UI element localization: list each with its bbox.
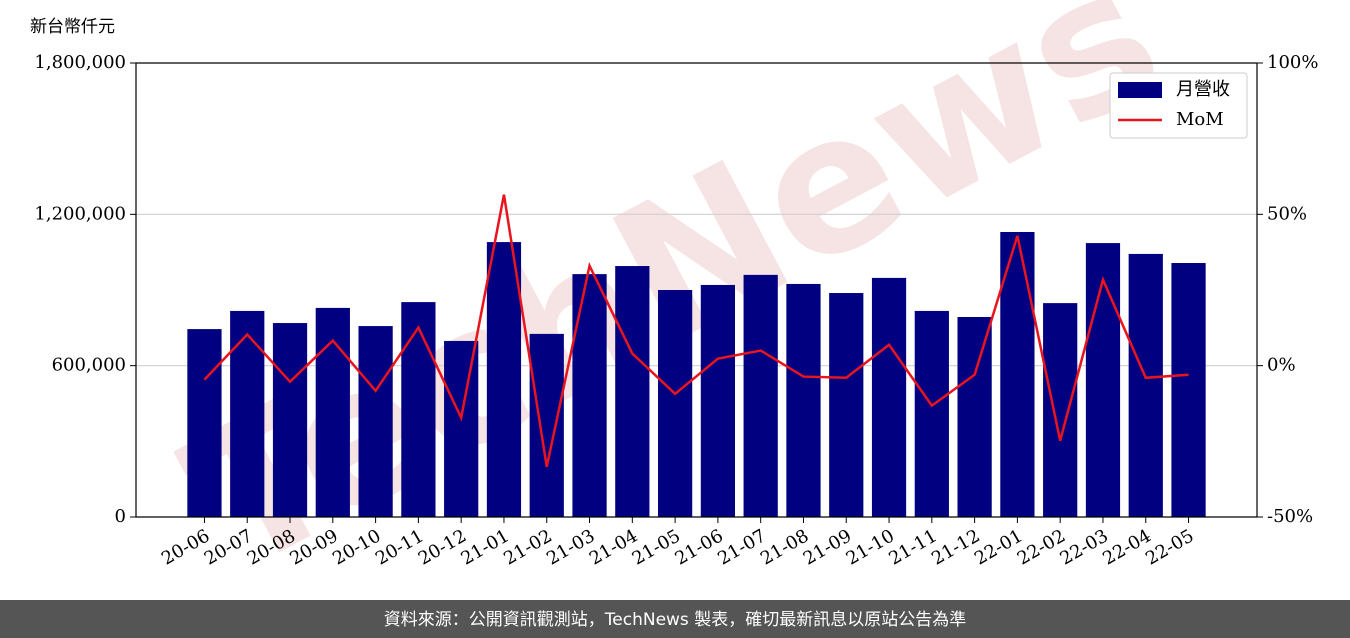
y-axis-label: 新台幣仟元: [30, 17, 115, 37]
bar: [829, 293, 864, 517]
x-tick-label: 21-04: [586, 525, 641, 569]
bar: [1085, 243, 1121, 517]
bar: [914, 310, 949, 517]
bar: [1128, 253, 1163, 517]
bar: [1171, 263, 1206, 517]
legend-swatch: [1118, 82, 1162, 98]
x-tick-label: 22-05: [1142, 525, 1197, 569]
x-tick-label: 22-01: [971, 525, 1026, 569]
x-tick-label: 22-02: [1014, 525, 1069, 569]
y2-tick-label: 0%: [1267, 355, 1296, 376]
x-tick-label: 21-03: [543, 525, 598, 569]
y-tick-label: 1,200,000: [34, 203, 126, 224]
y2-tick-label: 100%: [1267, 52, 1318, 73]
x-tick-label: 21-10: [843, 525, 898, 569]
x-tick-label: 21-08: [757, 525, 812, 569]
bar: [272, 323, 308, 517]
bar: [529, 333, 564, 517]
x-tick-label: 21-02: [500, 525, 555, 569]
x-tick-label: 21-06: [671, 525, 726, 569]
x-tick-label: 21-05: [629, 525, 684, 569]
bar: [871, 277, 907, 517]
bar: [315, 307, 350, 517]
x-tick-label: 21-09: [800, 525, 855, 569]
bar: [700, 284, 736, 517]
y-tick-label: 1,800,000: [34, 52, 126, 73]
bar: [444, 340, 479, 517]
y2-tick-label: -50%: [1267, 506, 1313, 527]
bar: [401, 302, 436, 517]
bar: [615, 266, 650, 517]
y-tick-label: 0: [115, 506, 126, 527]
x-tick-label: 20-12: [415, 525, 470, 569]
legend-label: MoM: [1176, 109, 1224, 130]
bar: [358, 326, 393, 517]
x-tick-label: 20-06: [158, 525, 213, 569]
x-tick-label: 22-03: [1057, 525, 1112, 569]
footer-text: 資料來源：公開資訊觀測站，TechNews 製表，確切最新訊息以原站公告為準: [384, 610, 966, 630]
bar: [657, 290, 693, 517]
y2-tick-label: 50%: [1267, 203, 1307, 224]
bar: [957, 316, 992, 517]
bar: [743, 274, 778, 517]
x-tick-label: 21-07: [714, 525, 769, 569]
bar: [1000, 231, 1035, 517]
x-tick-label: 21-12: [928, 525, 983, 569]
x-tick-label: 22-04: [1099, 525, 1154, 569]
bar: [187, 329, 222, 517]
x-tick-label: 21-11: [885, 525, 940, 569]
footer-bar: [0, 600, 1350, 638]
bar: [1043, 303, 1078, 517]
mom-line: [203, 194, 1189, 468]
legend-label: 月營收: [1176, 79, 1230, 100]
y-tick-label: 600,000: [52, 355, 126, 376]
bar: [572, 274, 607, 517]
plot-frame: [135, 62, 1258, 518]
bar: [786, 283, 821, 517]
x-tick-label: 21-01: [458, 525, 513, 569]
bar: [230, 310, 265, 517]
bar: [486, 242, 522, 518]
